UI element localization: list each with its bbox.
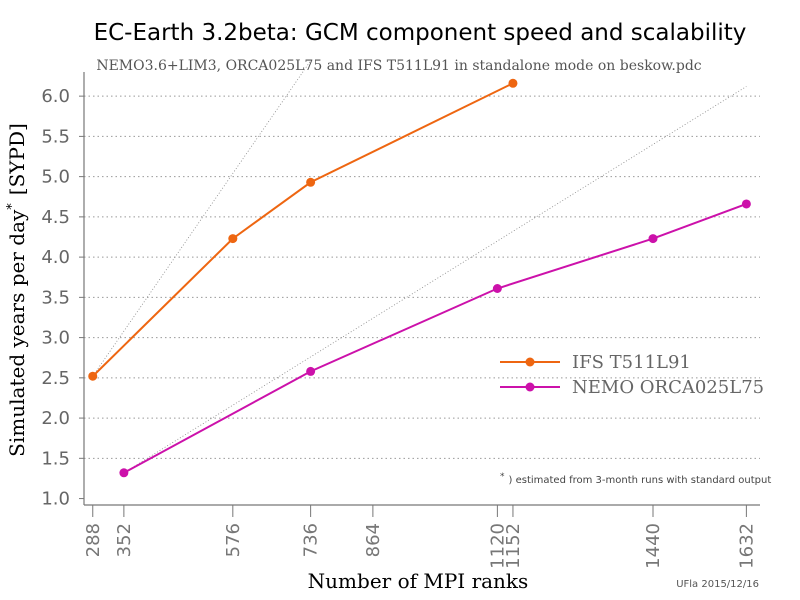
series-line bbox=[92, 82, 514, 377]
y-axis-label: Simulated years per day* [SYPD] bbox=[5, 123, 29, 457]
x-tick-label: 352 bbox=[114, 523, 135, 557]
legend-label: NEMO ORCA025L75 bbox=[572, 377, 764, 398]
y-tick-label: 5.5 bbox=[41, 126, 70, 147]
y-tick-label: 3.0 bbox=[41, 328, 70, 349]
data-point bbox=[492, 284, 502, 293]
x-tick-label: 576 bbox=[223, 523, 244, 557]
x-axis-label: Number of MPI ranks bbox=[308, 569, 529, 593]
y-axis-label-unit: [SYPD] bbox=[5, 123, 29, 195]
x-tick-label: 288 bbox=[83, 523, 104, 557]
ideal-scaling-line bbox=[123, 86, 747, 474]
y-tick-label: 2.0 bbox=[41, 408, 70, 429]
credit-text: UFla 2015/12/16 bbox=[676, 579, 759, 590]
y-axis-label-superscript: * bbox=[5, 203, 20, 210]
series-line bbox=[123, 203, 747, 474]
y-tick-label: 2.5 bbox=[41, 368, 70, 389]
data-series bbox=[88, 78, 751, 478]
ideal-scaling-line bbox=[92, 60, 311, 377]
legend-marker bbox=[525, 382, 535, 392]
data-point bbox=[741, 199, 751, 209]
y-tick-label: 4.5 bbox=[41, 207, 70, 228]
x-tick-label: 1120 bbox=[487, 523, 508, 569]
y-axis-ticks: 1.0 1.5 2.0 2.5 3.0 3.5 4.0 4.5 5.0 5.5 6.0 bbox=[41, 86, 84, 510]
y-tick-label: 1.5 bbox=[41, 448, 70, 469]
data-point bbox=[88, 371, 98, 381]
x-tick-label: 736 bbox=[301, 523, 322, 557]
ideal-scaling-lines bbox=[92, 60, 747, 474]
y-tick-label: 4.0 bbox=[41, 247, 70, 268]
grid-lines bbox=[84, 95, 760, 459]
data-point bbox=[648, 234, 658, 244]
data-point bbox=[228, 234, 238, 244]
y-tick-label: 3.5 bbox=[41, 287, 70, 308]
chart-subtitle: NEMO3.6+LIM3, ORCA025L75 and IFS T511L91… bbox=[96, 58, 701, 74]
data-point bbox=[306, 177, 316, 187]
footnote-text: ) estimated from 3-month runs with stand… bbox=[509, 475, 772, 486]
y-tick-label: 6.0 bbox=[41, 86, 70, 107]
chart-title: EC-Earth 3.2beta: GCM component speed an… bbox=[94, 20, 747, 46]
legend-label: IFS T511L91 bbox=[572, 352, 691, 373]
footnote: * ) estimated from 3-month runs with stan… bbox=[500, 472, 771, 486]
footnote-mark: * bbox=[500, 472, 505, 482]
legend: IFS T511L91 NEMO ORCA025L75 bbox=[500, 352, 764, 398]
y-axis-label-group: Simulated years per day* [SYPD] bbox=[5, 123, 29, 457]
legend-marker bbox=[525, 357, 535, 367]
y-tick-label: 5.0 bbox=[41, 167, 70, 188]
x-tick-label: 1152 bbox=[503, 523, 524, 569]
y-tick-label: 1.0 bbox=[41, 489, 70, 510]
y-axis-label-text: Simulated years per day bbox=[5, 209, 29, 457]
data-point bbox=[508, 78, 518, 88]
data-point bbox=[306, 366, 316, 376]
x-tick-label: 864 bbox=[363, 523, 384, 557]
data-point bbox=[119, 468, 129, 478]
x-tick-label: 1632 bbox=[736, 523, 757, 569]
x-tick-label: 1440 bbox=[643, 523, 664, 569]
